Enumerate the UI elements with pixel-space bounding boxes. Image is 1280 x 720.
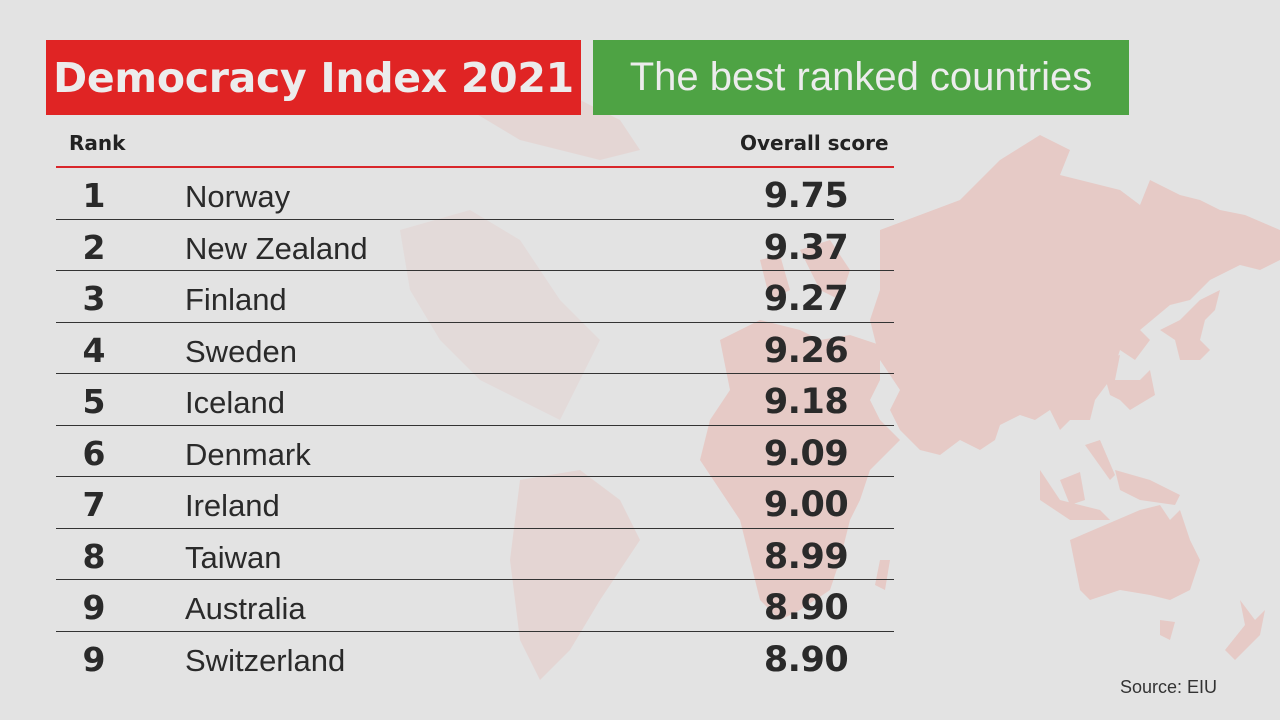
table-row: 2 New Zealand 9.37 xyxy=(56,220,894,271)
rank-cell: 3 xyxy=(82,279,106,318)
rank-cell: 8 xyxy=(82,536,106,576)
rank-cell: 6 xyxy=(82,433,106,473)
score-cell: 9.27 xyxy=(763,279,849,319)
table-row: 6 Denmark 9.09 xyxy=(56,426,894,477)
country-cell: Australia xyxy=(185,591,306,626)
rank-cell: 1 xyxy=(82,176,106,215)
table-row: 8 Taiwan 8.99 xyxy=(56,529,894,580)
country-cell: Norway xyxy=(185,179,291,214)
rank-cell: 7 xyxy=(82,485,106,524)
score-cell: 9.26 xyxy=(763,330,849,371)
country-cell: Ireland xyxy=(185,488,280,523)
rank-cell: 9 xyxy=(82,588,106,627)
score-cell: 9.09 xyxy=(763,433,849,474)
ranking-table: 1 Norway 9.75 2 New Zealand 9.37 3 Finla… xyxy=(56,168,894,683)
country-cell: Switzerland xyxy=(185,642,346,678)
header-divider xyxy=(56,166,894,168)
rank-cell: 4 xyxy=(82,330,106,370)
country-cell: Iceland xyxy=(185,385,285,420)
table-row: 4 Sweden 9.26 xyxy=(56,323,894,374)
table-row: 7 Ireland 9.00 xyxy=(56,477,894,529)
country-cell: Finland xyxy=(185,282,287,317)
rank-cell: 2 xyxy=(82,227,106,267)
column-header-rank: Rank xyxy=(69,131,126,155)
country-cell: New Zealand xyxy=(185,230,368,266)
page-subtitle: The best ranked countries xyxy=(593,40,1129,115)
table-row: 9 Switzerland 8.90 xyxy=(56,632,894,684)
rank-cell: 9 xyxy=(82,639,106,679)
score-cell: 8.90 xyxy=(763,639,849,680)
rank-cell: 5 xyxy=(82,382,106,421)
score-cell: 9.00 xyxy=(763,485,849,525)
score-cell: 9.18 xyxy=(763,382,849,422)
source-note: Source: EIU xyxy=(1120,677,1218,697)
table-row: 1 Norway 9.75 xyxy=(56,168,894,220)
page-title: Democracy Index 2021 xyxy=(46,40,581,115)
table-row: 5 Iceland 9.18 xyxy=(56,374,894,426)
score-cell: 9.37 xyxy=(763,227,849,268)
country-cell: Denmark xyxy=(185,436,311,472)
table-row: 3 Finland 9.27 xyxy=(56,271,894,323)
score-cell: 8.90 xyxy=(763,588,849,628)
country-cell: Sweden xyxy=(185,333,298,369)
table-row: 9 Australia 8.90 xyxy=(56,580,894,632)
column-header-score: Overall score xyxy=(740,131,889,155)
score-cell: 9.75 xyxy=(763,176,849,216)
score-cell: 8.99 xyxy=(763,536,849,577)
country-cell: Taiwan xyxy=(185,539,282,575)
